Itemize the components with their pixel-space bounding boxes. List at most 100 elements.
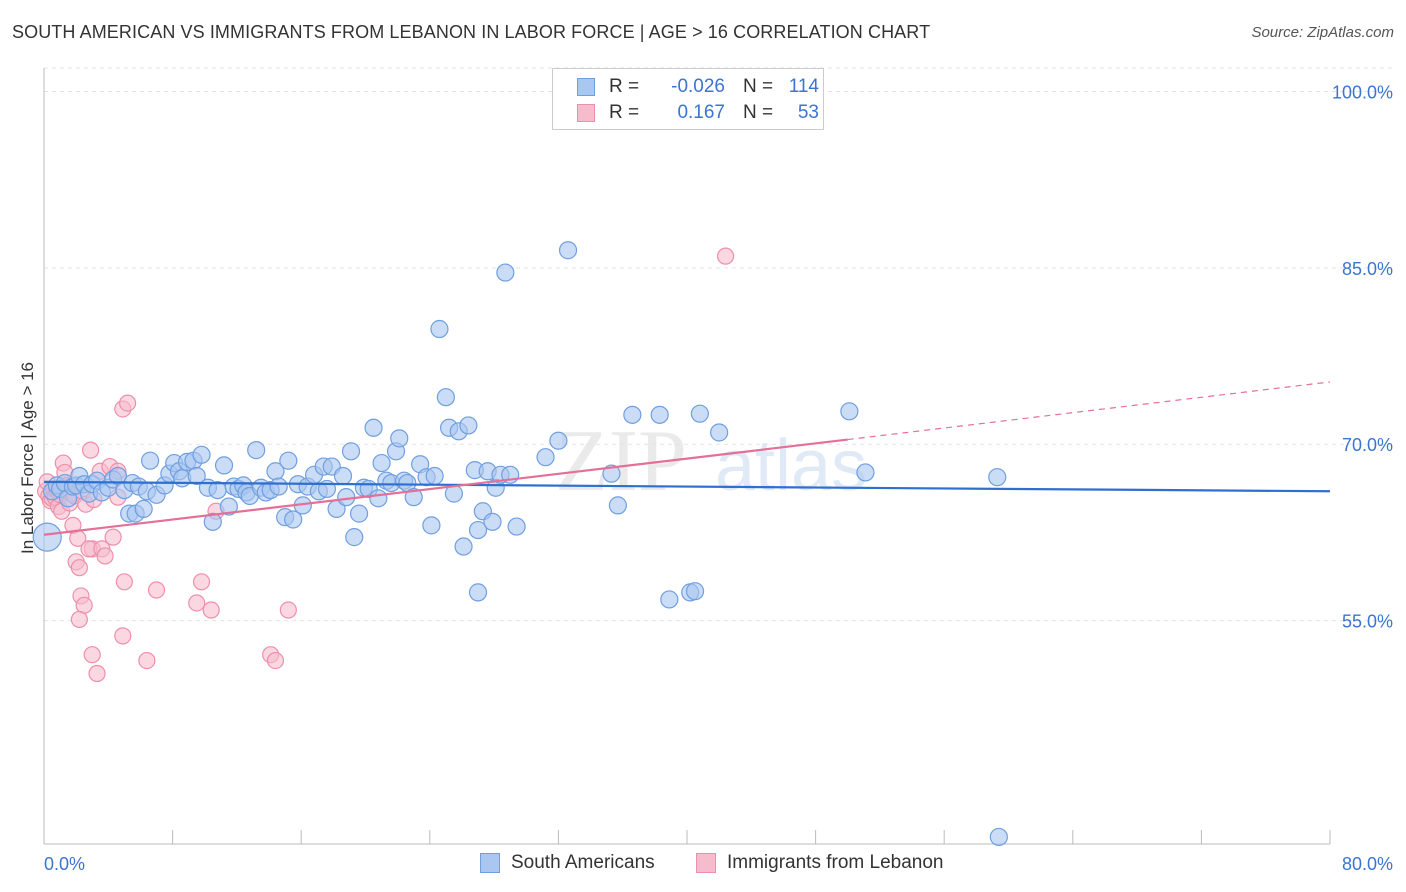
lebanon-point (115, 573, 133, 591)
lebanon-point (266, 651, 285, 670)
south-american-point (284, 510, 303, 529)
lebanon-point (88, 664, 106, 683)
south-american-point (468, 583, 488, 602)
gridlines (44, 67, 1392, 622)
south-american-point (536, 448, 555, 467)
south-american-point (32, 522, 62, 552)
lebanon-point (82, 441, 100, 459)
lebanon-point (118, 394, 137, 412)
legend-row-south-americans: R = -0.026 N = 114 (577, 74, 819, 100)
south-american-point (214, 456, 234, 475)
south-american-point (856, 463, 875, 482)
south-american-point (840, 402, 859, 421)
lebanon-trend-extension (847, 381, 1331, 441)
trend-lines (43, 381, 1331, 536)
south-american-point (134, 499, 153, 519)
legend-item-lebanon[interactable]: Immigrants from Lebanon (696, 852, 944, 874)
lebanon-point (83, 646, 101, 664)
south-american-point (192, 445, 211, 464)
axes (43, 68, 1331, 845)
south-american-points (32, 241, 1008, 847)
lebanon-point (70, 610, 88, 629)
lebanon-point (138, 651, 156, 670)
south-american-point (219, 497, 238, 516)
south-american-point (602, 464, 621, 483)
south-american-point (623, 405, 642, 424)
lebanon-points (37, 247, 735, 683)
n-value: 53 (797, 102, 819, 123)
south-american-point (279, 451, 298, 470)
south-american-point (140, 451, 160, 470)
south-american-point (349, 504, 369, 523)
r-label: R = (609, 76, 640, 97)
lebanon-point (96, 547, 114, 565)
south-american-point (390, 429, 409, 448)
n-label: N = (743, 102, 774, 123)
lebanon-point (114, 627, 132, 645)
legend-item-south-americans[interactable]: South Americans (480, 852, 655, 874)
south-american-point (269, 477, 288, 496)
south-american-point (422, 516, 441, 535)
south-american-point (364, 418, 383, 437)
y-axis-label: In Labor Force | Age > 16 (18, 362, 37, 554)
south-american-point (369, 489, 388, 508)
lebanon-trend-line (43, 438, 848, 536)
x-tick-labels: 0.0% 80.0% (44, 854, 1393, 874)
legend-swatch-blue (480, 853, 500, 873)
bottom-legend: South Americans Immigrants from Lebanon (0, 852, 1406, 878)
r-label: R = (609, 102, 640, 123)
south-american-point (650, 405, 669, 424)
legend-swatch-blue (577, 78, 595, 96)
south-american-point (690, 404, 709, 423)
n-label: N = (743, 76, 774, 97)
south-american-point (710, 423, 729, 442)
south-american-point (187, 466, 206, 486)
south-american-point (203, 512, 222, 531)
south-american-point (404, 488, 423, 507)
lebanon-point (104, 528, 122, 546)
x-tick-label: 80.0% (1342, 854, 1393, 874)
south-american-point (436, 388, 455, 407)
south-american-point (685, 582, 705, 601)
x-tick-label: 0.0% (44, 854, 85, 874)
r-value: 0.167 (677, 102, 725, 123)
y-tick-label: 70.0% (1342, 435, 1393, 455)
south-american-trend-line (43, 480, 1331, 493)
south-american-point (660, 590, 679, 609)
south-american-point (247, 441, 266, 460)
source-credit: Source: ZipAtlas.com (1251, 24, 1394, 41)
lebanon-point (70, 559, 88, 577)
south-american-point (341, 442, 361, 461)
south-american-point (333, 466, 353, 486)
legend-swatch-pink (696, 853, 716, 873)
y-tick-label: 100.0% (1332, 83, 1393, 103)
south-american-point (459, 416, 478, 435)
y-tick-labels: 55.0% 70.0% 85.0% 100.0% (1332, 83, 1393, 632)
south-american-point (468, 520, 488, 540)
lebanon-point (192, 573, 211, 591)
south-american-point (988, 468, 1007, 487)
south-american-point (454, 537, 473, 556)
south-american-point (425, 466, 444, 486)
lebanon-point (279, 601, 297, 619)
r-value: -0.026 (671, 76, 725, 97)
chart-title: SOUTH AMERICAN VS IMMIGRANTS FROM LEBANO… (12, 22, 931, 42)
watermark-atlas: atlas (715, 426, 867, 506)
lebanon-point (147, 581, 166, 599)
lebanon-point (202, 601, 220, 619)
legend-row-lebanon: R = 0.167 N = 53 (577, 100, 819, 126)
south-american-point (430, 319, 449, 339)
legend-label-south-americans: South Americans (511, 852, 655, 873)
south-american-point (345, 528, 364, 547)
south-american-point (558, 241, 578, 260)
legend-swatch-pink (577, 104, 595, 122)
y-tick-label: 85.0% (1342, 259, 1393, 279)
south-american-point (337, 488, 356, 507)
south-american-point (507, 517, 526, 536)
lebanon-point (188, 594, 206, 612)
stats-legend: R = -0.026 N = 114 R = 0.167 N = 53 (552, 68, 824, 130)
south-american-point (372, 453, 391, 473)
south-american-point (496, 263, 515, 282)
n-value: 114 (788, 76, 819, 97)
